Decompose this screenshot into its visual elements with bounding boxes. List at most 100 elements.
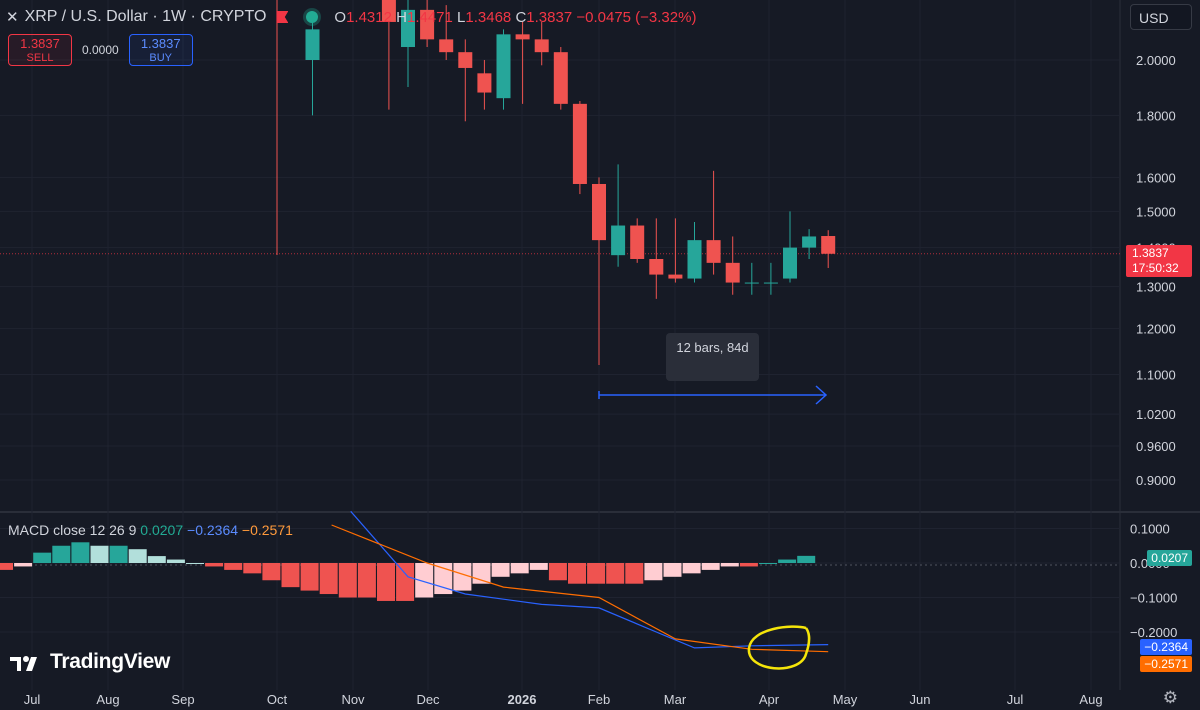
candle-down (821, 236, 836, 254)
candle-up (687, 240, 702, 279)
macd-histogram-bar (491, 563, 510, 577)
macd-histogram-bar (415, 563, 434, 598)
measure-tooltip: 12 bars, 84d (666, 333, 759, 381)
macd-histogram-bar (453, 563, 472, 591)
macd-line-tag: −0.2364 (1140, 639, 1192, 655)
gear-icon[interactable]: ⚙ (1162, 688, 1178, 707)
time-tick-label: Apr (759, 692, 780, 707)
time-tick-label: Nov (341, 692, 365, 707)
candle-down (381, 0, 396, 22)
candle-up (802, 236, 817, 248)
macd-histogram-bar (224, 563, 243, 570)
currency-select[interactable]: USD (1130, 4, 1192, 30)
last-price-tag: 1.3837 17:50:32 (1126, 245, 1192, 277)
macd-histogram-bar (186, 563, 204, 564)
sell-button[interactable]: 1.3837 SELL (8, 34, 72, 66)
time-tick-label: May (833, 692, 858, 707)
x-icon[interactable]: ✕ (6, 9, 19, 26)
macd-histogram-bar (701, 563, 720, 570)
candle-down (439, 39, 454, 53)
candle-up (763, 282, 778, 284)
candle-down (572, 103, 587, 184)
time-tick-label: Jul (1007, 692, 1024, 707)
macd-histogram-bar (128, 549, 147, 563)
candle-up (744, 282, 759, 284)
price-tick-label: 2.0000 (1136, 53, 1176, 68)
candle-down (630, 225, 645, 259)
macd-histogram-bar (147, 556, 166, 563)
candle-down (725, 262, 740, 283)
price-tick-label: 1.5000 (1136, 204, 1176, 219)
macd-legend[interactable]: MACD close 12 26 9 0.0207 −0.2364 −0.257… (8, 522, 293, 538)
tradingview-logo[interactable]: TradingView (10, 650, 170, 674)
macd-histogram-bar (109, 545, 128, 563)
macd-histogram-bar (14, 563, 33, 567)
buy-button[interactable]: 1.3837 BUY (128, 34, 193, 66)
candle-up (496, 34, 511, 99)
candle-down (668, 274, 683, 279)
measure-arrow-head (815, 385, 828, 405)
flag-icon[interactable] (276, 11, 289, 23)
price-tick-label: 0.9000 (1136, 473, 1176, 488)
macd-histogram-bar (720, 563, 739, 567)
signal-line (331, 524, 829, 653)
time-tick-label: Feb (588, 692, 610, 707)
macd-histogram-bar (510, 563, 529, 574)
macd-histogram-bar (625, 563, 644, 584)
macd-histogram-bar (90, 545, 109, 563)
macd-histogram-bar (644, 563, 663, 581)
price-tick-label: 1.3000 (1136, 280, 1176, 295)
macd-histogram-bar (281, 563, 300, 588)
candle-down (706, 240, 721, 263)
candle-up (611, 225, 626, 256)
macd-histogram-bar (166, 559, 185, 563)
macd-histogram-bar (568, 563, 586, 584)
macd-hist-tag: 0.0207 (1147, 550, 1192, 566)
macd-histogram-bar (71, 542, 90, 563)
macd-histogram-bar (357, 563, 376, 598)
macd-histogram-bar (778, 559, 797, 563)
symbol-title[interactable]: XRP / U.S. Dollar · 1W · CRYPTO (24, 8, 267, 25)
macd-histogram-bar (319, 563, 338, 595)
macd-histogram-bar (682, 563, 701, 574)
candle-down (592, 183, 606, 241)
macd-histogram-bar (663, 563, 682, 577)
macd-histogram-bar (262, 563, 281, 581)
price-tick-label: 1.2000 (1136, 322, 1176, 337)
spread-value: 0.0000 (82, 43, 119, 57)
price-tick-label: 1.8000 (1136, 108, 1176, 123)
ohlc-values: O1.4312 H1.4471 L1.3468 C1.3837 −0.0475 … (334, 8, 697, 26)
candle-down (649, 258, 664, 275)
macd-histogram-bar (797, 555, 816, 563)
time-tick-label: Sep (171, 692, 194, 707)
macd-signal-tag: −0.2571 (1140, 656, 1192, 672)
time-tick-label: Dec (416, 692, 440, 707)
macd-histogram-bar (33, 552, 52, 563)
price-tick-label: 1.6000 (1136, 170, 1176, 185)
macd-histogram-bar (243, 563, 262, 574)
candle-down (553, 52, 568, 104)
macd-tick-label: −0.2000 (1130, 625, 1177, 640)
macd-histogram-bar (0, 563, 13, 570)
time-tick-label: Aug (96, 692, 119, 707)
macd-histogram-bar (338, 563, 357, 598)
macd-histogram-bar (396, 563, 415, 601)
candle-down (477, 73, 492, 93)
time-tick-label: Jul (24, 692, 41, 707)
candle-up (401, 9, 415, 48)
time-tick-label: Mar (664, 692, 687, 707)
macd-histogram-bar (606, 563, 625, 584)
macd-histogram-bar (759, 563, 777, 564)
macd-histogram-bar (377, 563, 395, 601)
macd-tick-label: 0.1000 (1130, 522, 1170, 537)
candle-down (458, 52, 473, 68)
market-status-dot-icon (306, 11, 319, 23)
symbol-header: ✕ XRP / U.S. Dollar · 1W · CRYPTO O1.431… (6, 6, 696, 28)
candle-up (305, 29, 320, 60)
macd-histogram-bar (529, 563, 548, 570)
trade-panel: 1.3837 SELL 0.0000 1.3837 BUY (8, 34, 193, 66)
price-tick-label: 0.9600 (1136, 439, 1176, 454)
macd-histogram-bar (52, 545, 71, 563)
time-tick-label: Aug (1079, 692, 1102, 707)
